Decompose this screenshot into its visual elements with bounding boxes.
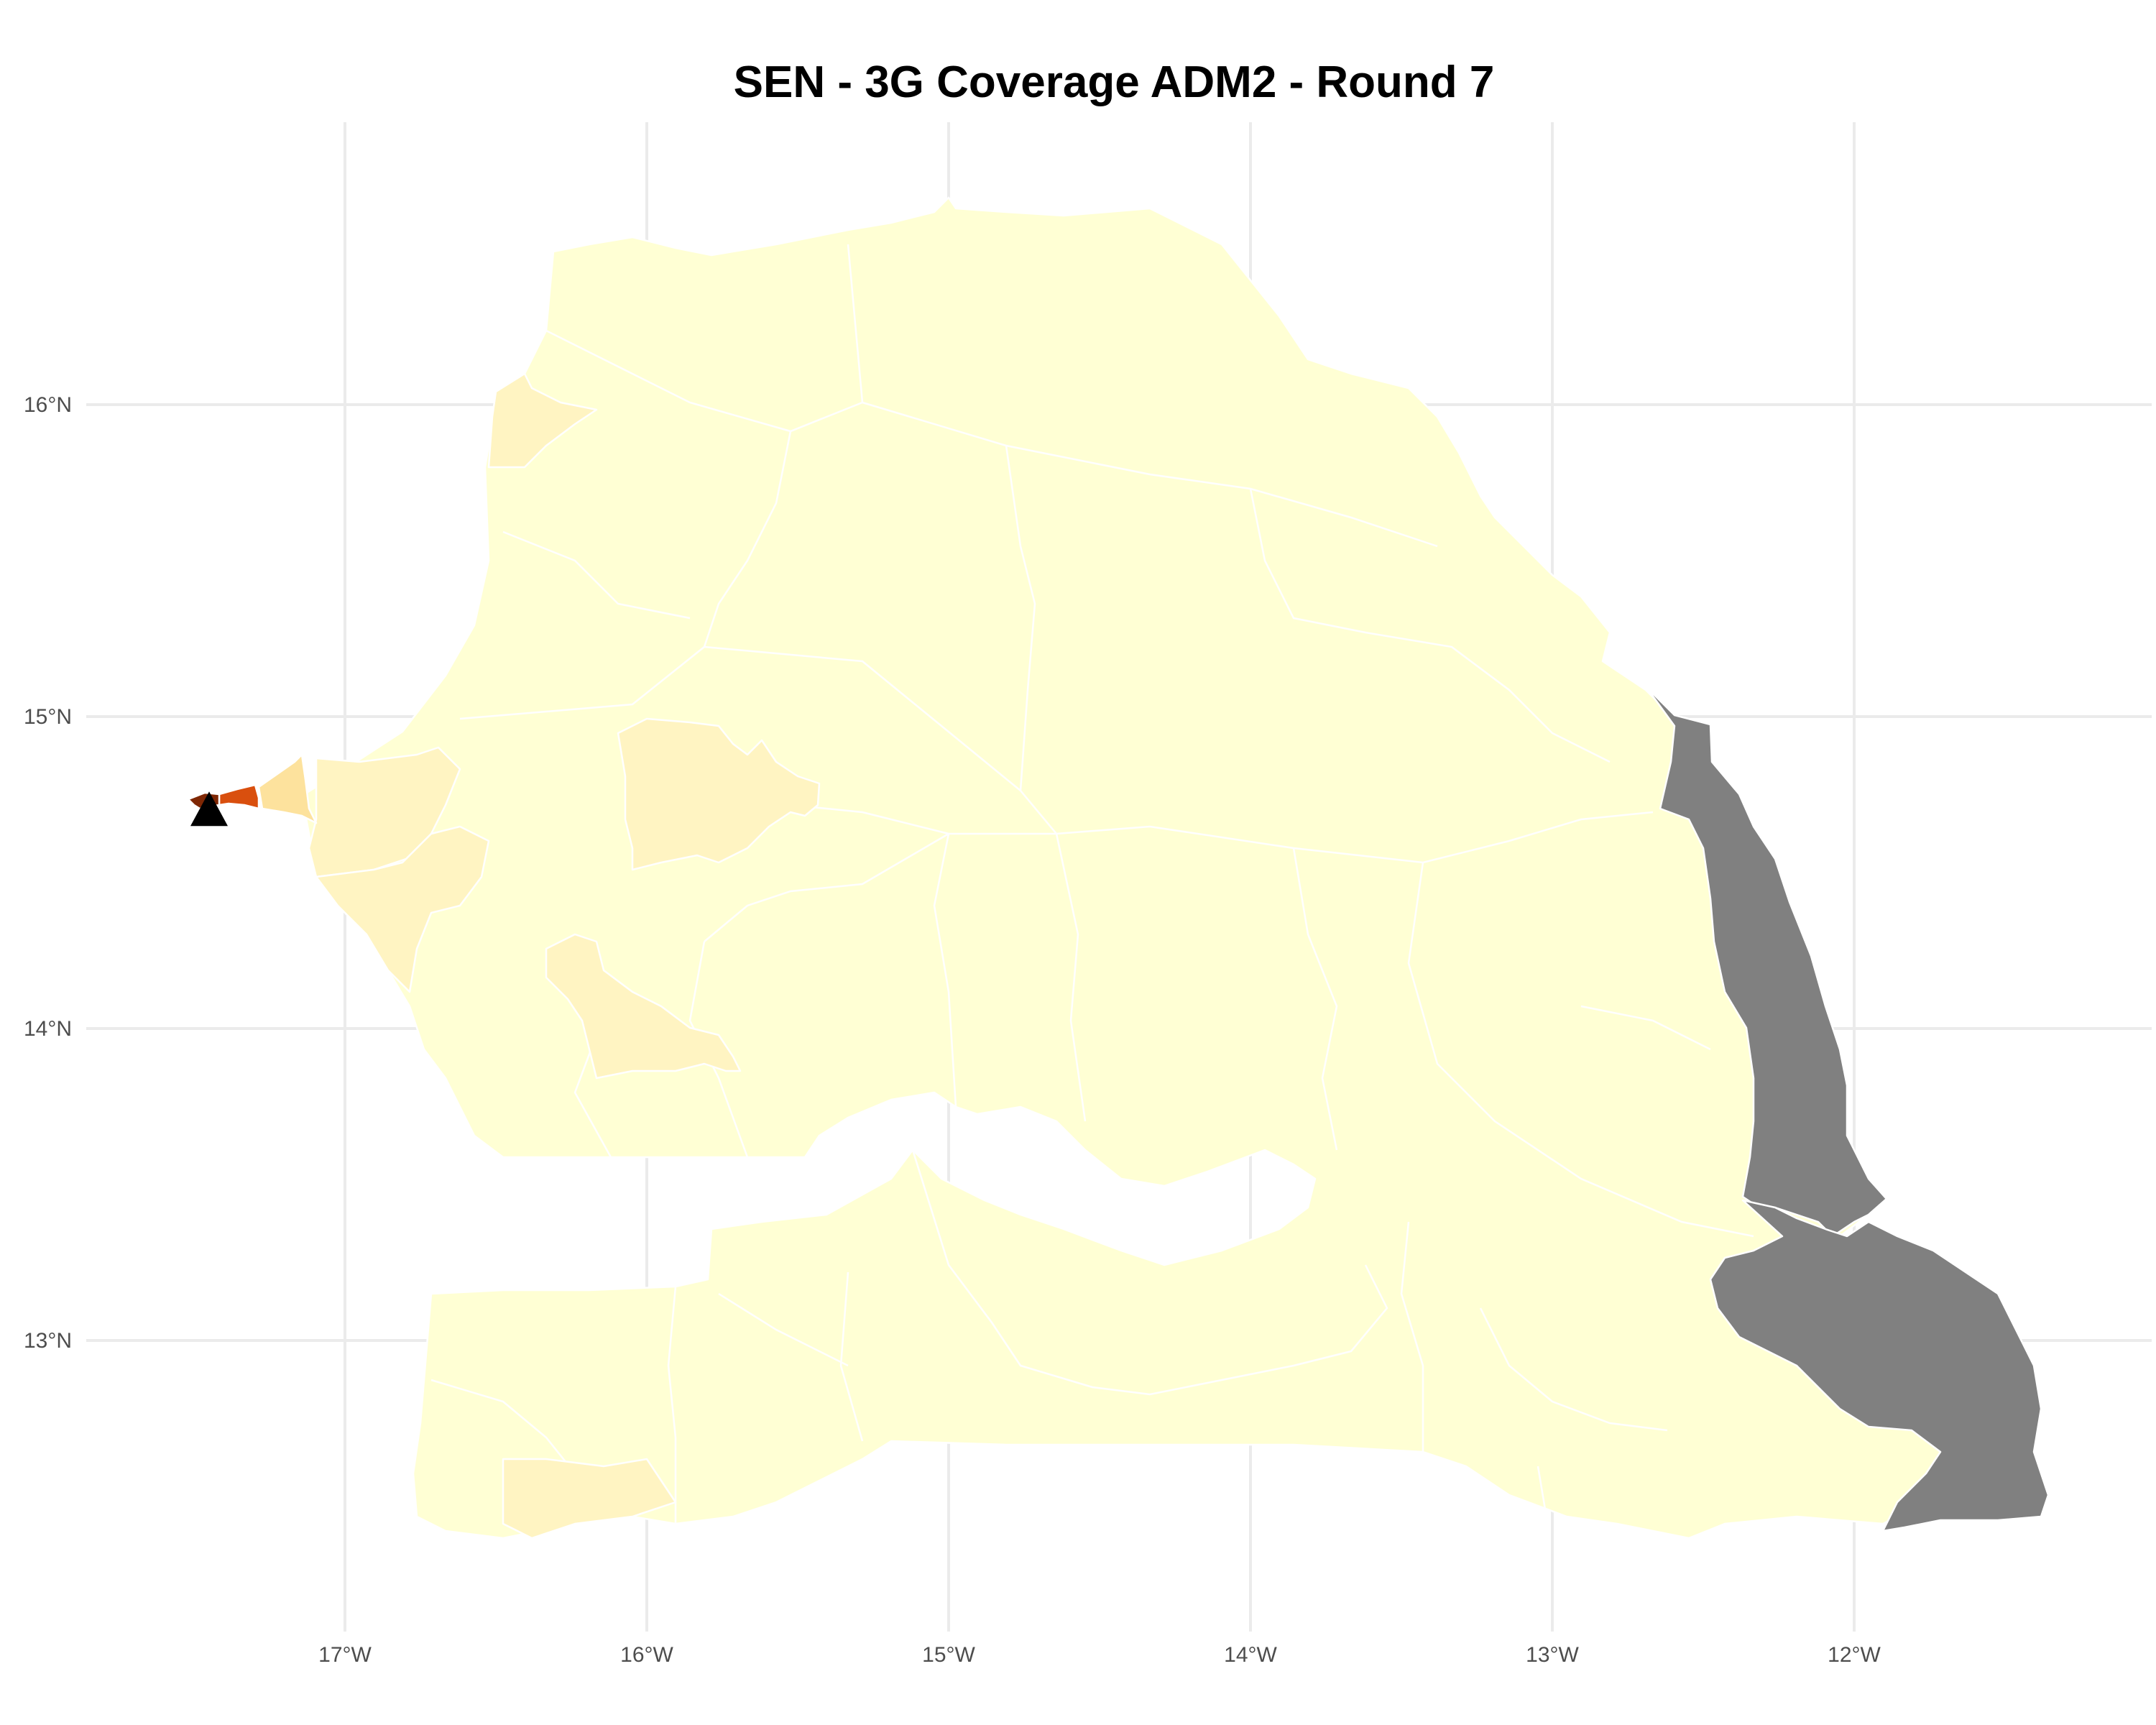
x-tick-label: 14°W xyxy=(1224,1643,1277,1667)
low-coverage-central-west xyxy=(617,717,821,871)
capital-marker xyxy=(190,791,228,827)
markers xyxy=(190,791,228,827)
district-borders xyxy=(430,244,1754,1524)
region-base xyxy=(300,196,1971,1540)
y-tick-label: 14°N xyxy=(24,1017,72,1041)
high-coverage-pikine xyxy=(218,783,260,810)
x-tick-label: 17°W xyxy=(318,1643,372,1667)
x-tick-label: 15°W xyxy=(922,1643,975,1667)
low-coverage-kaolack xyxy=(545,933,742,1080)
y-tick-label: 15°N xyxy=(24,705,72,729)
x-tick-label: 13°W xyxy=(1526,1643,1579,1667)
low-coverage-fatick xyxy=(315,825,490,993)
low-coverage-north-coast xyxy=(487,372,598,469)
no-data-kedougou xyxy=(1709,1199,2050,1532)
chart-title: SEN - 3G Coverage ADM2 - Round 7 xyxy=(734,58,1495,107)
senegal-map xyxy=(187,196,2050,1540)
mid-coverage-rufisque xyxy=(257,753,318,824)
x-tick-label: 16°W xyxy=(620,1643,673,1667)
y-tick-label: 16°N xyxy=(24,393,72,417)
low-coverage-casamance-west xyxy=(502,1458,677,1540)
axis-tick-labels: 17°W 16°W 15°W 14°W 13°W 12°W 13°N 14°N 15°N 16°N xyxy=(24,393,1881,1667)
x-tick-label: 12°W xyxy=(1828,1643,1881,1667)
y-tick-label: 13°N xyxy=(24,1329,72,1353)
